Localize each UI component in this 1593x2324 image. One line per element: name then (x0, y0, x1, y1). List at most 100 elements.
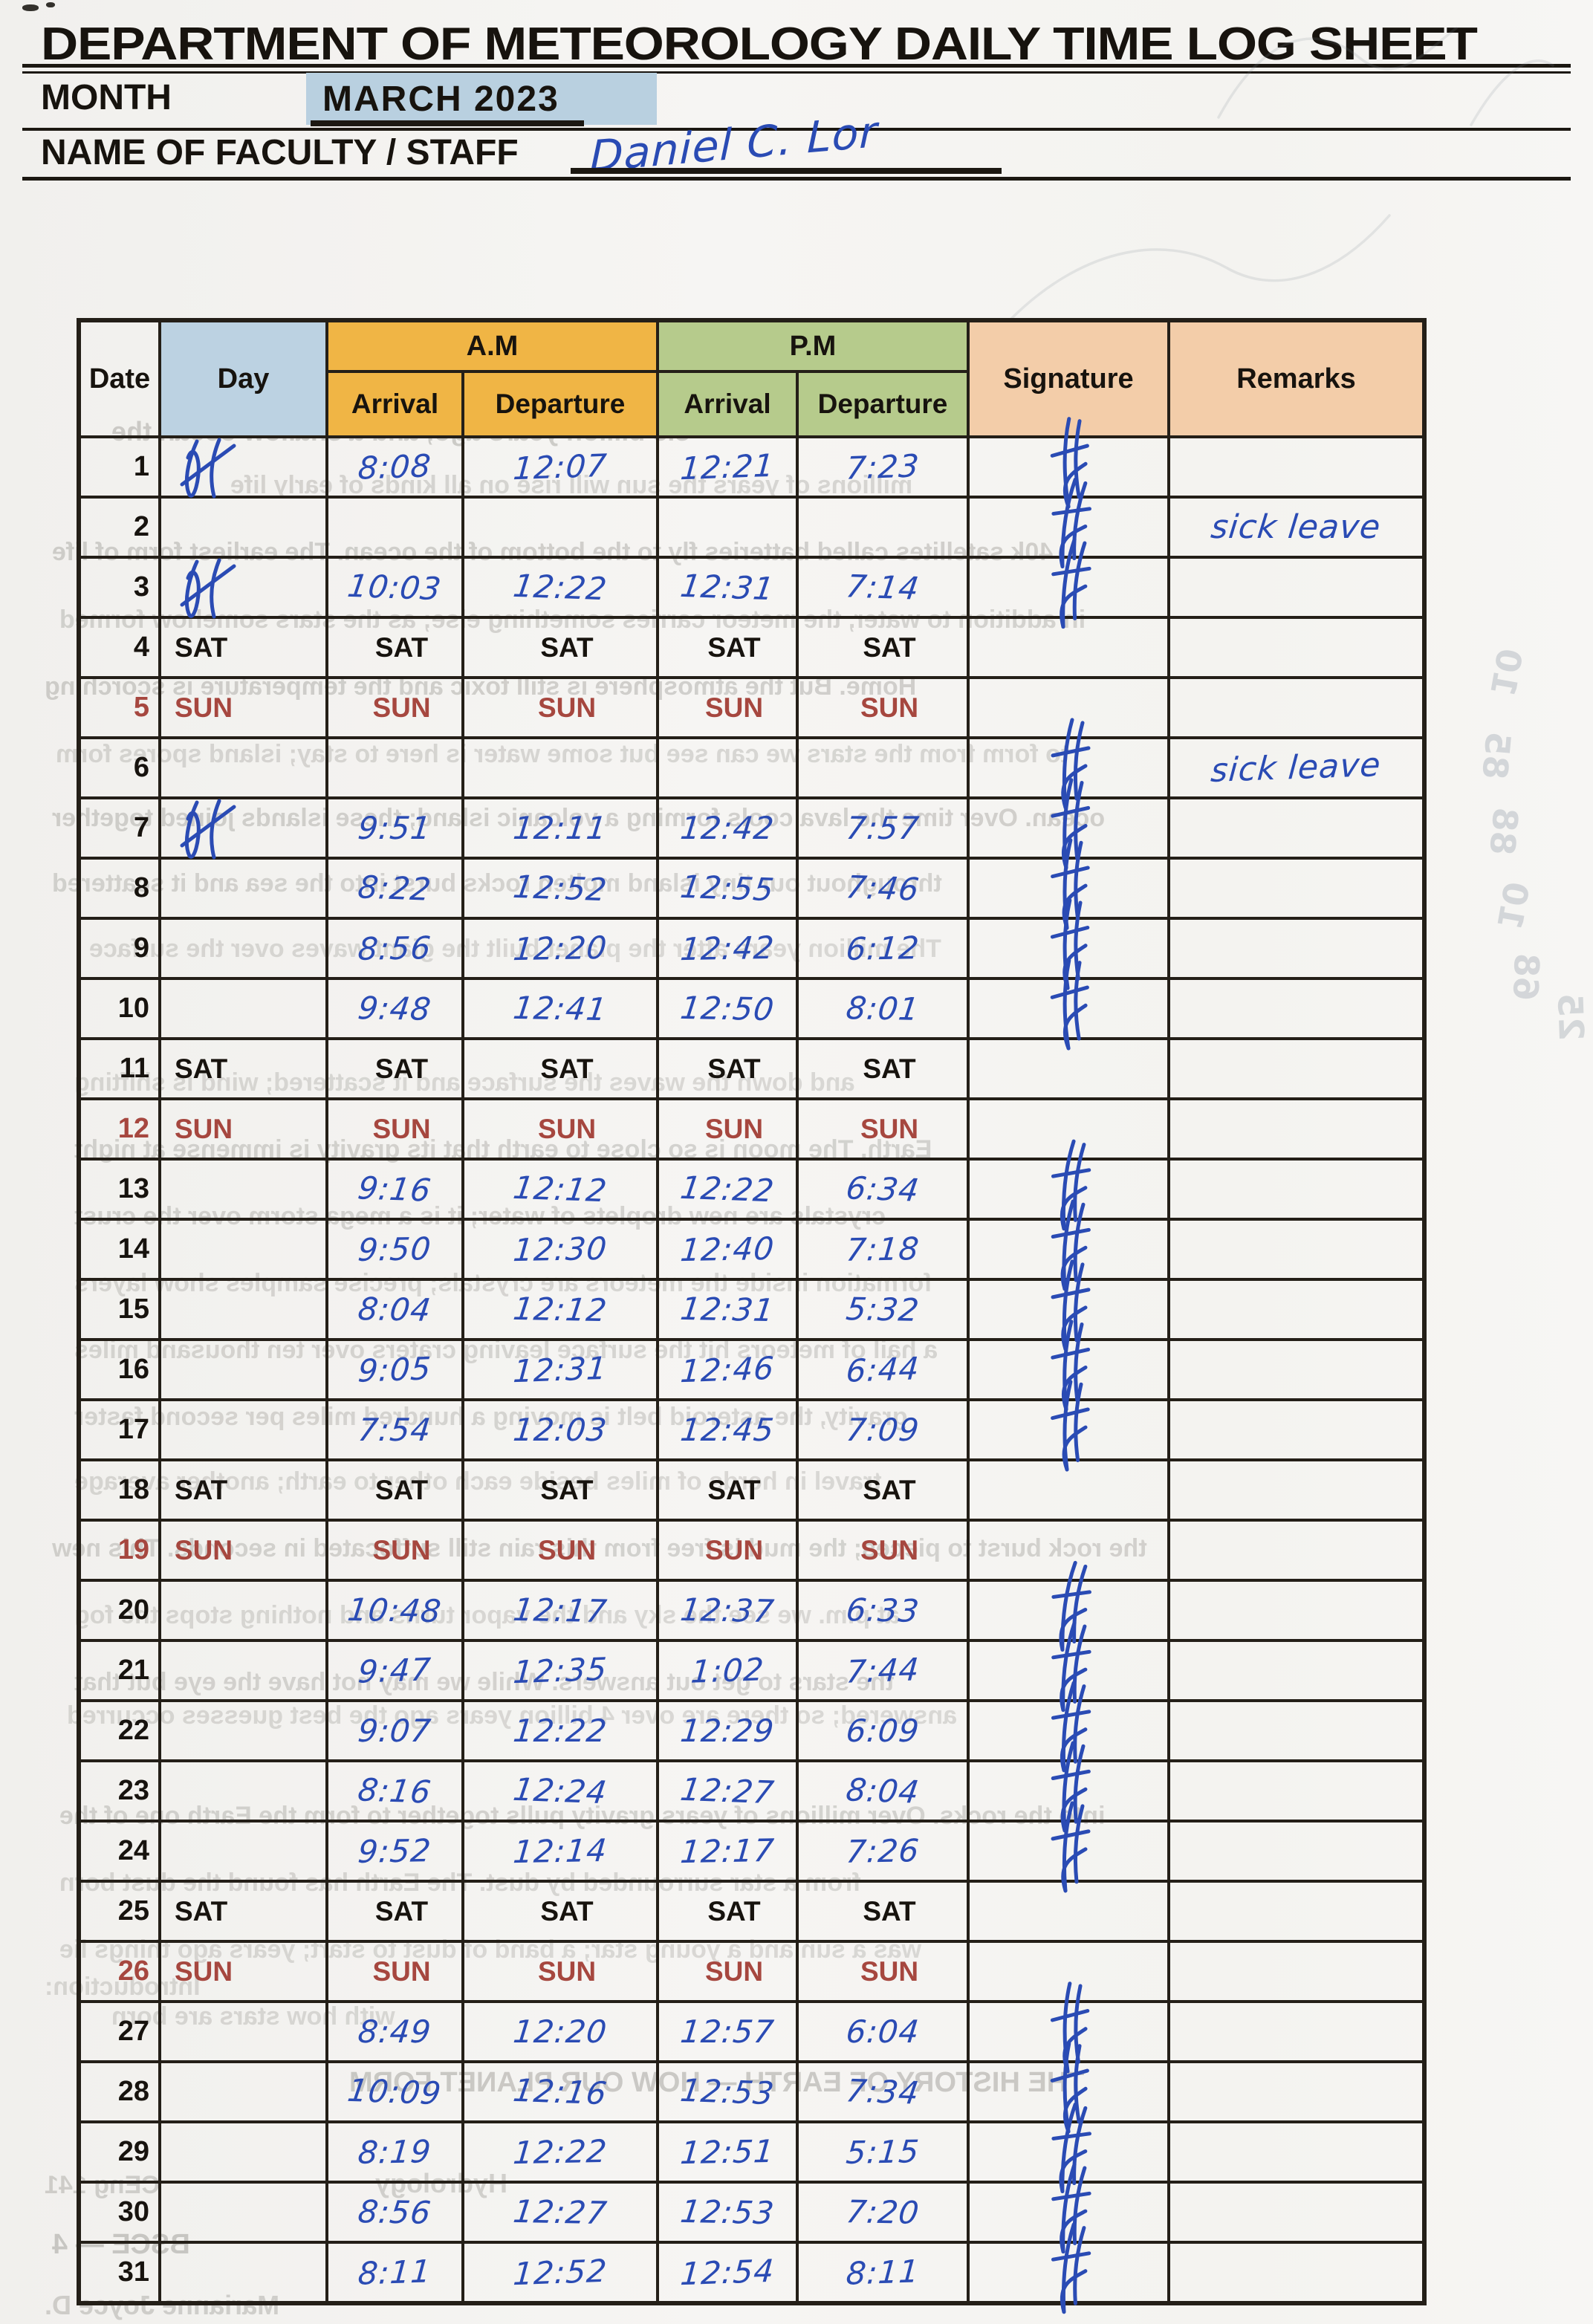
weekend-label: SAT (175, 632, 228, 663)
weekend-label: SAT (540, 1053, 594, 1084)
remarks-cell (1167, 1158, 1426, 1221)
am-arrival-cell: 8:56 (325, 917, 464, 980)
pm-departure-cell (796, 496, 970, 559)
remarks-cell (1167, 1037, 1426, 1100)
pm-arrival-cell: 12:31 (656, 556, 799, 619)
handwritten-entry: 12:22 (511, 2132, 609, 2172)
am-arrival-cell: 9:50 (325, 1218, 464, 1281)
table-row: 1 8:08 12:07 12:21 7:23 (77, 416, 1426, 509)
handwritten-entry: 8:56 (357, 929, 433, 967)
day-cell (158, 736, 328, 799)
date-number: 9 (133, 932, 149, 964)
date-cell: 30 (77, 2181, 161, 2244)
remarks-cell: sick leave (1167, 736, 1426, 799)
handwritten-entry: 6:33 (843, 1591, 922, 1629)
am-arrival-cell: 9:05 (325, 1338, 464, 1401)
pm-departure-cell: 6:34 (796, 1158, 970, 1221)
remarks-cell (1167, 1579, 1426, 1642)
pm-arrival-cell: 12:46 (656, 1338, 799, 1401)
table-row: 30 8:56 12:27 12:53 7:20 (77, 2162, 1426, 2253)
column-header-pm: P.M (656, 319, 970, 373)
day-cell (158, 1699, 328, 1762)
handwritten-entry: 8:11 (844, 2253, 921, 2292)
date-cell: 28 (77, 2060, 161, 2123)
day-cell (158, 796, 328, 860)
am-arrival-cell: 9:16 (325, 1158, 464, 1221)
handwritten-entry: 9:48 (356, 990, 434, 1028)
date-cell: 12 (77, 1097, 161, 1161)
handwritten-entry: 12:40 (678, 1230, 776, 1269)
am-arrival-cell: 8:08 (325, 435, 464, 499)
handwritten-entry: 12:50 (678, 989, 776, 1028)
pm-arrival-cell: SUN (656, 1519, 799, 1582)
pencil-squiggle (1009, 214, 1391, 321)
pm-departure-cell: 7:57 (796, 796, 970, 860)
remarks-cell: sick leave (1167, 496, 1426, 559)
am-departure-cell: SUN (461, 1097, 659, 1161)
pencil-number: 25 (1549, 993, 1592, 1042)
column-header-am-departure: Departure (461, 370, 659, 438)
date-number: 4 (133, 632, 149, 663)
handwritten-entry: 9:47 (357, 1651, 433, 1690)
day-cell (158, 1278, 328, 1341)
pencil-number: 88 (1482, 805, 1526, 857)
pm-arrival-cell: 12:45 (656, 1398, 799, 1461)
signature-cell (967, 1681, 1170, 1772)
am-arrival-cell: SAT (325, 1037, 464, 1100)
remarks-cell (1167, 556, 1426, 619)
handwritten-entry: 12:31 (678, 567, 777, 608)
remarks-cell (1167, 1338, 1426, 1401)
handwritten-entry: 7:23 (844, 447, 921, 487)
am-arrival-cell (325, 496, 464, 559)
day-cell (158, 2000, 328, 2063)
day-cell (158, 1398, 328, 1461)
weekend-label: SUN (704, 1113, 764, 1144)
am-departure-cell: 12:12 (461, 1278, 659, 1341)
pm-departure-cell: 5:32 (796, 1278, 970, 1341)
am-departure-cell: SUN (461, 1940, 659, 2003)
pm-departure-cell: 6:44 (796, 1338, 970, 1401)
handwritten-entry: sick leave (1210, 746, 1383, 790)
pm-departure-cell: SUN (796, 1940, 970, 2003)
pm-departure-cell: SAT (796, 1037, 970, 1100)
handwritten-entry: 12:42 (678, 810, 776, 846)
handwritten-entry: sick leave (1209, 508, 1383, 546)
date-number: 14 (117, 1233, 149, 1265)
handwritten-entry: 12:52 (510, 868, 610, 909)
table-row: 26 SUN SUN SUN SUN SUN (77, 1940, 1426, 2003)
handwritten-entry: 12:54 (679, 2252, 776, 2293)
handwritten-entry: 12:22 (511, 1713, 609, 1749)
signature-scribble (1051, 717, 1091, 809)
date-number: 7 (133, 812, 149, 843)
am-departure-cell: 12:22 (461, 556, 659, 619)
am-arrival-cell: 7:54 (325, 1398, 464, 1461)
am-departure-cell: 12:52 (461, 857, 659, 920)
handwritten-entry: 8:11 (357, 2253, 433, 2292)
handwritten-entry: 5:15 (844, 2133, 921, 2171)
weekend-label: SUN (860, 692, 919, 723)
handwritten-entry: 12:22 (510, 567, 610, 608)
handwritten-entry: 12:16 (510, 2071, 610, 2112)
remarks-cell (1167, 857, 1426, 920)
am-departure-cell: 12:16 (461, 2060, 659, 2123)
am-departure-cell: SUN (461, 676, 659, 739)
remarks-cell (1167, 2241, 1426, 2305)
pm-arrival-cell: 12:27 (656, 1759, 799, 1822)
remarks-cell (1167, 616, 1426, 679)
table-row: 5 SUN SUN SUN SUN SUN (77, 676, 1426, 739)
weekend-label: SAT (863, 1474, 916, 1505)
pm-arrival-cell: 12:51 (656, 2120, 799, 2184)
am-departure-cell: SAT (461, 1037, 659, 1100)
table-row: 29 8:19 12:22 12:51 5:15 (77, 2102, 1426, 2193)
am-arrival-cell: SAT (325, 616, 464, 679)
handwritten-entry: 7:18 (844, 1230, 921, 1268)
handwritten-entry: 12:42 (678, 929, 776, 968)
table-row: 23 8:16 12:24 12:27 8:04 (77, 1740, 1426, 1832)
date-cell: 17 (77, 1398, 161, 1461)
day-cell: SAT (158, 1458, 328, 1522)
handwritten-entry: 6:34 (843, 1169, 922, 1209)
signature-cell (967, 1800, 1170, 1892)
am-departure-cell: 12:52 (461, 2241, 659, 2305)
day-cell (158, 1158, 328, 1221)
